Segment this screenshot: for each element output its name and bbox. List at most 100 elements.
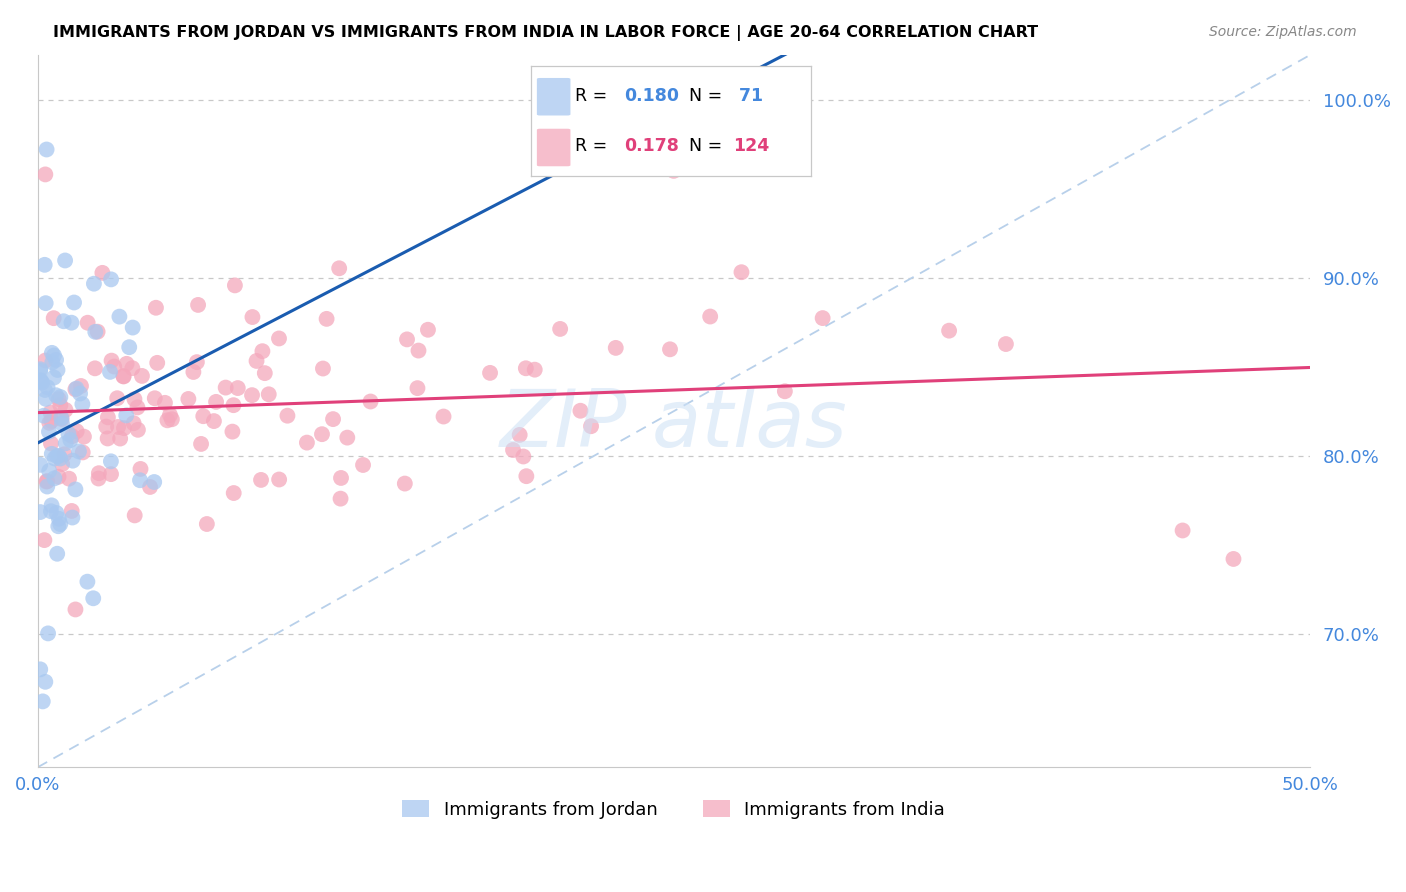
Point: [1171, 524, 1194, 538]
Point: [186, 355, 208, 369]
Point: [222, 398, 245, 412]
Point: [41, 414, 63, 428]
Point: [100, 353, 122, 368]
Point: [60, 316, 83, 330]
Point: [97, 410, 120, 425]
Point: [83, 277, 105, 291]
Point: [311, 427, 333, 442]
Point: [34, 674, 56, 689]
Point: [58, 472, 80, 486]
Point: [44, 451, 66, 466]
Point: [41, 346, 63, 360]
Point: [30, 373, 52, 387]
Point: [811, 311, 834, 326]
Point: [34, 353, 56, 368]
Point: [46, 547, 69, 561]
Point: [269, 473, 291, 487]
Point: [70, 379, 93, 393]
Point: [97, 432, 120, 446]
Point: [72, 397, 94, 411]
Point: [124, 392, 146, 407]
Point: [45, 449, 67, 463]
Point: [53, 253, 76, 268]
Point: [76, 316, 98, 330]
Point: [103, 359, 125, 374]
Point: [569, 403, 592, 417]
Point: [38, 464, 60, 478]
Point: [250, 473, 273, 487]
Point: [63, 295, 86, 310]
Point: [226, 381, 249, 395]
Point: [45, 352, 67, 367]
Point: [662, 164, 685, 178]
Point: [515, 469, 537, 483]
Point: [38, 416, 60, 430]
Point: [67, 444, 90, 458]
Point: [35, 143, 58, 157]
Point: [159, 408, 181, 422]
Point: [48, 449, 70, 463]
Point: [994, 337, 1017, 351]
Point: [51, 457, 73, 471]
Point: [202, 414, 225, 428]
Point: [107, 420, 129, 434]
Point: [143, 391, 166, 405]
Point: [312, 361, 335, 376]
Point: [242, 310, 264, 324]
Point: [37, 626, 59, 640]
Point: [127, 401, 149, 415]
Point: [253, 366, 276, 380]
Point: [52, 314, 75, 328]
Point: [183, 365, 205, 379]
Point: [84, 361, 107, 376]
Point: [84, 325, 107, 339]
Point: [145, 301, 167, 315]
Point: [46, 363, 69, 377]
Point: [65, 382, 87, 396]
Point: [60, 504, 83, 518]
Point: [53, 447, 76, 461]
Point: [195, 516, 218, 531]
Point: [49, 516, 72, 531]
Point: [416, 323, 439, 337]
Point: [76, 574, 98, 589]
Point: [49, 398, 72, 412]
Point: [30, 662, 52, 676]
Point: [41, 447, 63, 461]
Point: [38, 425, 60, 439]
Point: [60, 510, 83, 524]
Point: [322, 412, 344, 426]
Point: [143, 475, 166, 489]
Point: [87, 466, 110, 480]
Point: [276, 409, 298, 423]
Point: [37, 474, 59, 488]
Point: [37, 380, 59, 394]
Point: [49, 390, 72, 404]
Point: [190, 437, 212, 451]
Point: [48, 392, 70, 406]
Text: IMMIGRANTS FROM JORDAN VS IMMIGRANTS FROM INDIA IN LABOR FORCE | AGE 20-64 CORRE: IMMIGRANTS FROM JORDAN VS IMMIGRANTS FRO…: [53, 25, 1039, 41]
Point: [51, 410, 73, 425]
Point: [579, 419, 602, 434]
Point: [59, 433, 82, 447]
Point: [41, 499, 63, 513]
Point: [352, 458, 374, 472]
Point: [48, 512, 70, 526]
Point: [30, 505, 52, 519]
Point: [252, 344, 274, 359]
Point: [139, 480, 162, 494]
Point: [69, 386, 91, 401]
Point: [156, 413, 179, 427]
Point: [605, 341, 627, 355]
Point: [112, 369, 135, 384]
Point: [35, 475, 58, 489]
Point: [72, 445, 94, 459]
Point: [153, 396, 176, 410]
Point: [118, 340, 141, 354]
Point: [86, 325, 108, 339]
Point: [30, 374, 52, 388]
Point: [127, 423, 149, 437]
Point: [122, 416, 145, 430]
Point: [44, 471, 66, 485]
Point: [938, 324, 960, 338]
